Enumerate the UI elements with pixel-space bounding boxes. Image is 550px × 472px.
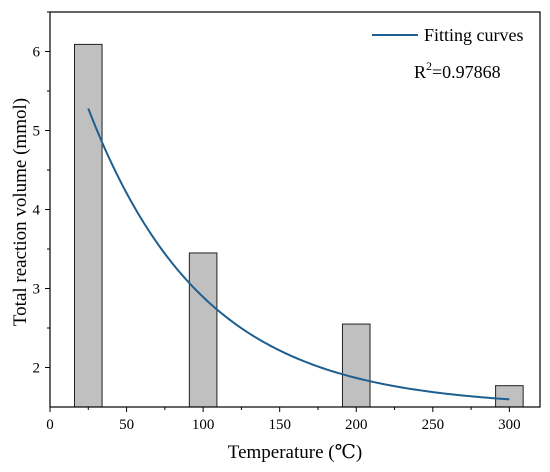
fit-curve — [87, 108, 510, 401]
y-tick-label-5: 5 — [33, 124, 41, 140]
x-tick-label-200: 200 — [345, 417, 368, 433]
x-tick-label-150: 150 — [268, 417, 291, 433]
x-tick-label-250: 250 — [422, 417, 445, 433]
y-tick-label-4: 4 — [33, 203, 41, 219]
x-tick-label-300: 300 — [498, 417, 521, 433]
x-tick-label-100: 100 — [192, 417, 215, 433]
bar-200 — [341, 323, 371, 408]
bar-300 — [495, 385, 524, 408]
bars — [74, 43, 524, 408]
r-squared-annotation: R2=0.97868 — [414, 59, 501, 82]
y-axis-title: Total reaction volume (mmol) — [10, 98, 31, 326]
bar-100 — [188, 252, 218, 408]
legend-label: Fitting curves — [424, 25, 524, 45]
legend: Fitting curves — [372, 25, 524, 45]
r-squared-superscript: 2 — [426, 59, 432, 73]
y-tick-label-2: 2 — [33, 361, 41, 377]
r-squared-value: =0.97868 — [432, 62, 501, 82]
r-squared-prefix: R — [414, 62, 426, 82]
x-axis-title: Temperature (℃) — [228, 442, 362, 463]
ticks: 0 50 100 150 200 250 300 2 3 4 5 6 — [33, 11, 521, 433]
y-tick-label-3: 3 — [33, 282, 41, 298]
x-tick-label-0: 0 — [46, 417, 54, 433]
y-tick-label-6: 6 — [33, 45, 41, 61]
bar-25 — [74, 43, 103, 408]
x-tick-label-50: 50 — [119, 417, 134, 433]
